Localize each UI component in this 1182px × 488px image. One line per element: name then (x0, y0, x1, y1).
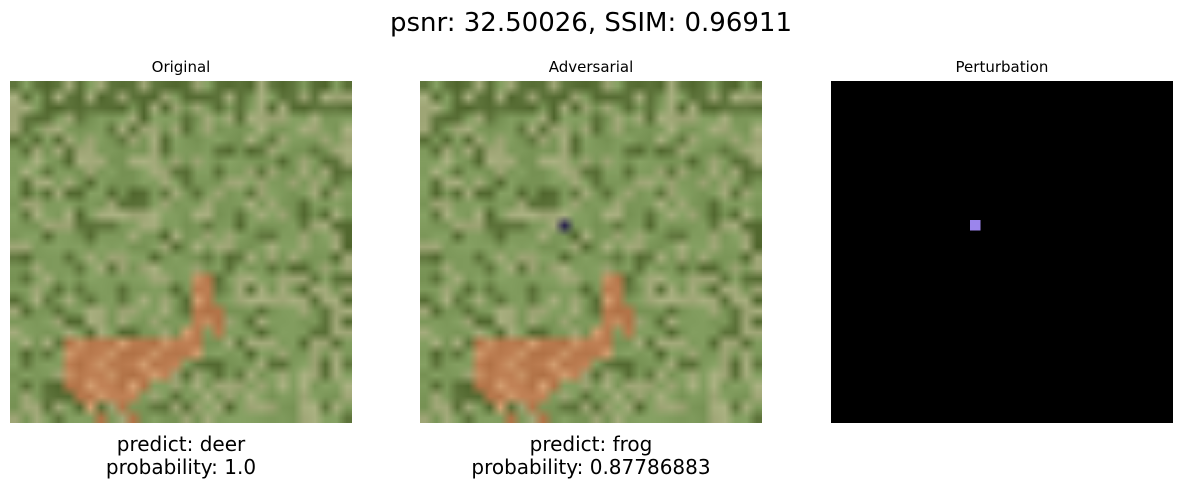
adversarial-predict-label: predict: frog (529, 432, 653, 456)
original-predict-label: predict: deer (116, 432, 246, 456)
adversarial-image (420, 81, 762, 423)
original-probability-label: probability: 1.0 (105, 455, 257, 479)
perturbation-panel: Perturbation (831, 57, 1173, 423)
perturbation-title: Perturbation (955, 58, 1049, 76)
adversarial-caption: predict: frog probability: 0.87786883 (380, 433, 802, 479)
adversarial-probability-label: probability: 0.87786883 (471, 455, 711, 479)
perturbation-image (831, 81, 1173, 423)
adversarial-title: Adversarial (548, 58, 634, 76)
original-image (10, 81, 352, 423)
original-panel: Original predict: deer probability: 1.0 (10, 57, 352, 479)
figure-title: psnr: 32.50026, SSIM: 0.96911 (389, 8, 793, 38)
original-title: Original (151, 58, 211, 76)
adversarial-panel: Adversarial predict: frog probability: 0… (420, 57, 762, 479)
original-caption: predict: deer probability: 1.0 (0, 433, 392, 479)
